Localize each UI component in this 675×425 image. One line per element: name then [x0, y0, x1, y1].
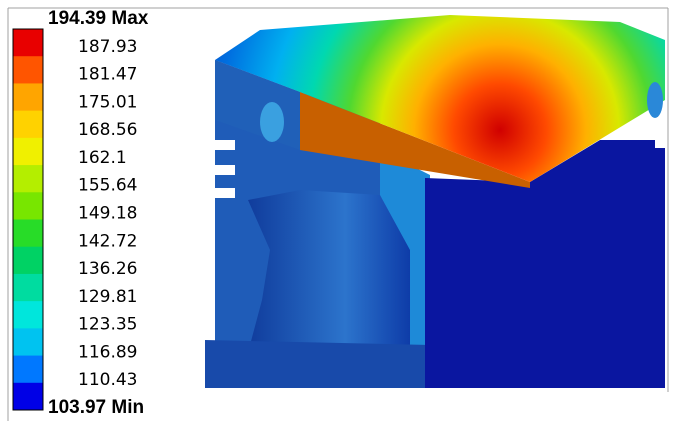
- result-view: 194.39 Max 187.93 181.47 175.01 168.56 162.1 1…: [0, 0, 675, 421]
- legend-label: 136.26: [78, 259, 137, 279]
- legend-label: 110.43: [78, 370, 137, 390]
- legend-band: [13, 356, 43, 384]
- legend-label: 175.01: [78, 92, 137, 112]
- legend-label: 187.93: [78, 37, 137, 57]
- legend-band: [13, 192, 43, 220]
- legend-label: 162.1: [78, 148, 127, 168]
- legend-label: 194.39 Max: [48, 8, 149, 29]
- legend-band: [13, 56, 43, 84]
- legend-label: 168.56: [78, 120, 137, 140]
- legend-band: [13, 383, 43, 411]
- legend-band: [13, 29, 43, 57]
- legend-label: 142.72: [78, 231, 137, 251]
- legend: 194.39 Max 187.93 181.47 175.01 168.56 162.1 1…: [13, 8, 149, 418]
- legend-label: 181.47: [78, 65, 137, 85]
- legend-band: [13, 301, 43, 329]
- legend-band: [13, 220, 43, 248]
- legend-label: 116.89: [78, 342, 137, 362]
- legend-label: 103.97 Min: [48, 397, 144, 418]
- legend-label: 129.81: [78, 287, 137, 307]
- legend-label: 155.64: [78, 176, 137, 196]
- legend-band: [13, 111, 43, 139]
- legend-band: [13, 328, 43, 356]
- legend-label: 123.35: [78, 315, 137, 335]
- legend-band: [13, 83, 43, 111]
- legend-band: [13, 138, 43, 166]
- piston-model: [205, 15, 667, 388]
- legend-label: 149.18: [78, 204, 137, 224]
- legend-band: [13, 165, 43, 193]
- legend-band: [13, 274, 43, 302]
- legend-band: [13, 247, 43, 275]
